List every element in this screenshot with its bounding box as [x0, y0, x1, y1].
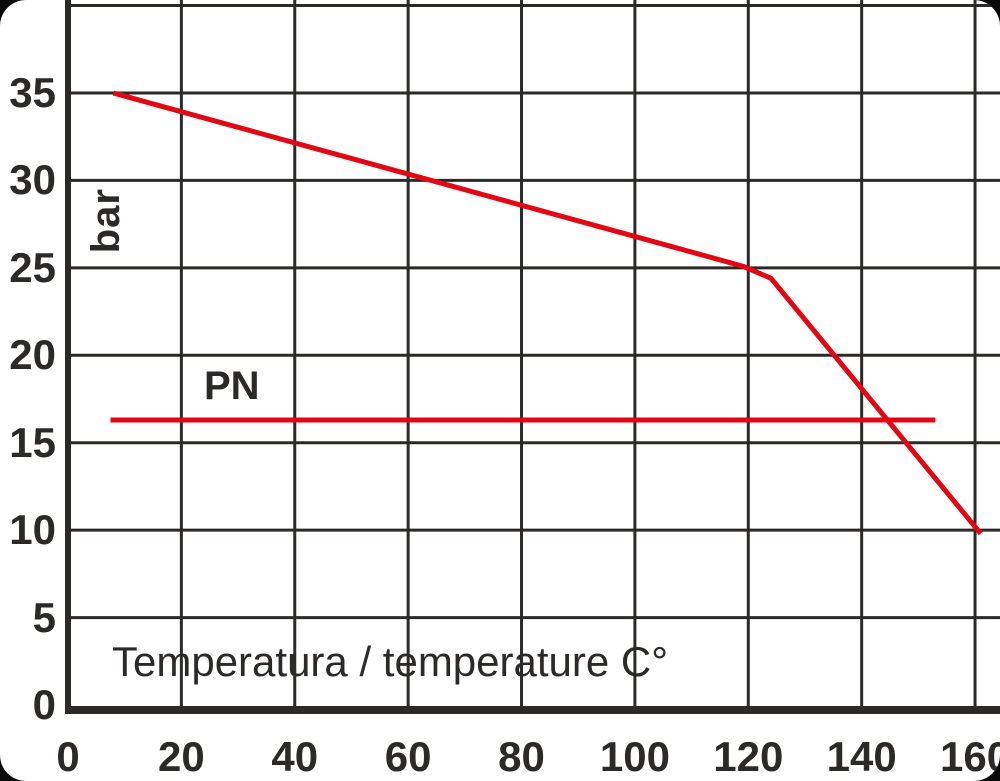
x-tick-label: 160 [939, 733, 1000, 780]
x-tick-label: 0 [56, 733, 80, 780]
x-tick-label: 140 [826, 733, 897, 780]
x-axis-title: Temperatura / temperature C° [112, 638, 669, 685]
x-tick-label: 40 [271, 733, 319, 780]
y-tick-label: 10 [9, 506, 56, 554]
max-pressure-curve [112, 90, 983, 536]
y-tick-label: 15 [9, 418, 56, 466]
y-axis-title: bar [84, 188, 128, 254]
y-tick-label: 5 [32, 593, 56, 641]
y-tick-label: 35 [9, 68, 56, 116]
y-tick-label: 30 [9, 156, 56, 204]
y-tick-label: 20 [9, 331, 56, 379]
x-tick-label: 100 [599, 733, 670, 780]
pn-line-label: PN [204, 364, 260, 408]
x-tick-label: 120 [713, 733, 784, 780]
y-tick-label: 25 [9, 243, 56, 291]
x-tick-label: 60 [384, 733, 432, 780]
y-tick-label: 0 [32, 681, 56, 728]
x-tick-label: 20 [158, 733, 205, 780]
x-tick-label: 80 [498, 733, 545, 780]
